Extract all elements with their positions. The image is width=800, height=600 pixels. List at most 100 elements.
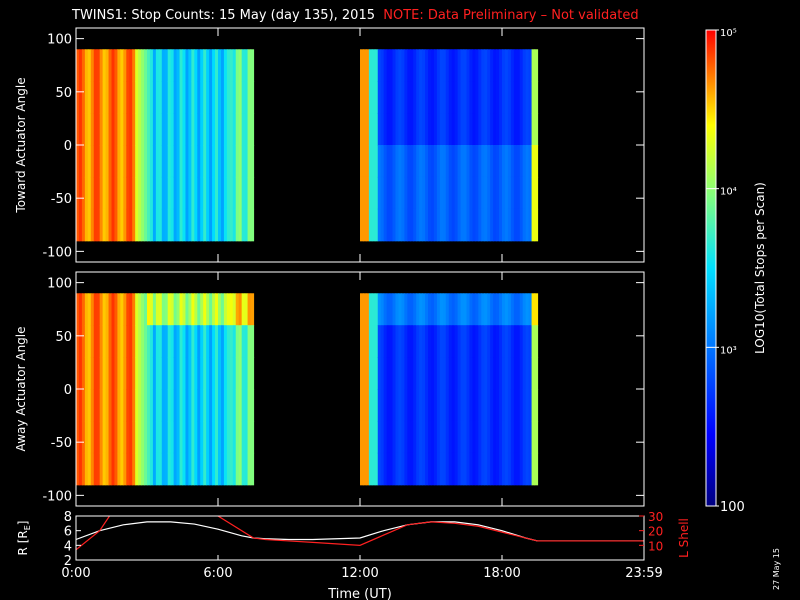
heatmap-cell bbox=[176, 113, 181, 146]
heatmap-cell bbox=[81, 389, 86, 422]
heatmap-cell bbox=[392, 325, 397, 358]
heatmap-cell bbox=[194, 176, 198, 210]
heatmap-cell bbox=[244, 293, 249, 326]
heatmap-cell bbox=[76, 357, 80, 390]
heatmap-cell bbox=[141, 389, 145, 422]
heatmap-cell bbox=[428, 452, 432, 486]
heatmap-cell bbox=[144, 420, 148, 454]
heatmap-cell bbox=[401, 176, 405, 210]
heatmap-cell bbox=[386, 208, 391, 242]
heatmap-cell bbox=[129, 325, 133, 358]
heatmap-cell bbox=[481, 420, 485, 454]
heatmap-cell bbox=[212, 145, 216, 178]
heatmap-cell bbox=[164, 389, 169, 422]
heatmap-cell bbox=[457, 81, 462, 114]
heatmap-cell bbox=[105, 420, 110, 454]
heatmap-cell bbox=[454, 420, 459, 454]
heatmap-cell bbox=[238, 325, 243, 358]
heatmap-cell bbox=[534, 293, 539, 326]
heatmap-cell bbox=[161, 176, 166, 210]
heatmap-cell bbox=[226, 357, 231, 390]
heatmap-cell bbox=[490, 176, 494, 210]
heatmap-cell bbox=[513, 325, 518, 358]
heatmap-cell bbox=[173, 389, 178, 422]
heatmap-cell bbox=[439, 145, 444, 178]
heatmap-cell bbox=[170, 357, 175, 390]
heatmap-cell bbox=[469, 325, 474, 358]
heatmap-cell bbox=[404, 113, 408, 146]
heatmap-cell bbox=[123, 145, 127, 178]
heatmap-cell bbox=[410, 49, 414, 82]
heatmap-cell bbox=[229, 113, 234, 146]
heatmap-cell bbox=[392, 145, 397, 178]
heatmap-cell bbox=[123, 176, 127, 210]
heatmap-cell bbox=[164, 176, 169, 210]
heatmap-cell bbox=[232, 81, 237, 114]
heatmap-cell bbox=[126, 452, 130, 486]
heatmap-cell bbox=[244, 357, 249, 390]
heatmap-cell bbox=[487, 420, 491, 454]
heatmap-cell bbox=[212, 49, 216, 82]
heatmap-cell bbox=[170, 389, 175, 422]
heatmap-cell bbox=[457, 357, 462, 390]
heatmap-cell bbox=[490, 145, 494, 178]
heatmap-cell bbox=[365, 452, 370, 486]
heatmap-cell bbox=[206, 81, 210, 114]
heatmap-cell bbox=[504, 113, 509, 146]
heatmap-cell bbox=[410, 81, 414, 114]
heatmap-cell bbox=[167, 81, 172, 114]
heatmap-cell bbox=[389, 176, 394, 210]
heatmap-cell bbox=[209, 176, 213, 210]
heatmap-cell bbox=[436, 113, 441, 146]
heatmap-cell bbox=[144, 81, 148, 114]
heatmap-cell bbox=[531, 389, 536, 422]
heatmap-cell bbox=[395, 325, 400, 358]
heatmap-cell bbox=[200, 81, 204, 114]
heatmap-cell bbox=[496, 452, 500, 486]
heatmap-cell bbox=[238, 452, 243, 486]
heatmap-cell bbox=[490, 113, 494, 146]
y-tick-label: -50 bbox=[51, 436, 72, 451]
heatmap-cell bbox=[436, 145, 441, 178]
heatmap-cell bbox=[371, 81, 376, 114]
heatmap-cell bbox=[469, 145, 474, 178]
heatmap-cell bbox=[463, 452, 468, 486]
heatmap-cell bbox=[126, 420, 130, 454]
heatmap-cell bbox=[401, 208, 405, 242]
heatmap-cell bbox=[138, 81, 142, 114]
heatmap-cell bbox=[167, 357, 172, 390]
heatmap-cell bbox=[93, 389, 98, 422]
heatmap-cell bbox=[368, 113, 373, 146]
heatmap-cell bbox=[108, 176, 113, 210]
heatmap-cell bbox=[413, 145, 417, 178]
heatmap-cell bbox=[188, 176, 192, 210]
heatmap-cell bbox=[114, 208, 119, 242]
heatmap-cell bbox=[144, 452, 148, 486]
heatmap-cell bbox=[389, 81, 394, 114]
heatmap-cell bbox=[129, 113, 133, 146]
heatmap-cell bbox=[422, 293, 426, 326]
heatmap-cell bbox=[510, 113, 515, 146]
heatmap-cell bbox=[78, 293, 83, 326]
heatmap-cell bbox=[392, 208, 397, 242]
heatmap-cell bbox=[123, 113, 127, 146]
heatmap-cell bbox=[401, 420, 405, 454]
heatmap-cell bbox=[241, 420, 246, 454]
heatmap-cell bbox=[362, 357, 367, 390]
heatmap-cell bbox=[235, 113, 240, 146]
heatmap-cell bbox=[194, 293, 198, 326]
heatmap-cell bbox=[141, 49, 145, 82]
heatmap-cell bbox=[220, 293, 225, 326]
heatmap-cell bbox=[472, 325, 476, 358]
heatmap-cell bbox=[374, 81, 379, 114]
heatmap-cell bbox=[132, 357, 136, 390]
heatmap-cell bbox=[433, 113, 438, 146]
heatmap-cell bbox=[141, 325, 145, 358]
heatmap-cell bbox=[392, 49, 397, 82]
heatmap-cell bbox=[135, 176, 139, 210]
heatmap-cell bbox=[401, 49, 405, 82]
heatmap-cell bbox=[218, 452, 222, 486]
heatmap-cell bbox=[499, 113, 503, 146]
heatmap-cell bbox=[371, 293, 376, 326]
heatmap-cell bbox=[226, 452, 231, 486]
